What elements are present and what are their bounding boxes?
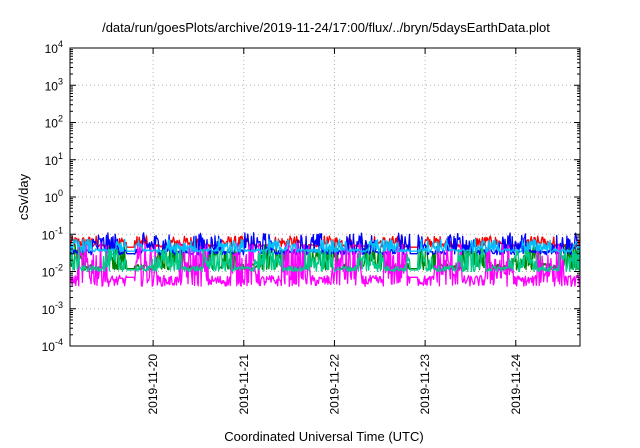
y-tick-label: 10-3 [42,300,63,317]
y-tick-label: 10-2 [42,263,63,280]
series-group [69,232,581,287]
y-tick-label: 10-4 [42,337,63,354]
x-tick-label: 2019-11-21 [237,354,251,415]
y-axis-ticks: 104 103 102 101 100 10-1 10-2 10-3 10-4 [42,39,580,354]
y-tick-label: 102 [45,114,63,131]
x-tick-label: 2019-11-23 [418,354,432,415]
series-line [69,241,581,287]
x-tick-label: 2019-11-22 [327,354,341,415]
series-line [69,248,581,273]
grid [70,48,580,346]
y-axis-label: cSv/day [16,173,31,220]
y-tick-label: 103 [45,76,63,93]
series-line [69,238,581,253]
y-tick-label: 100 [45,188,63,205]
x-tick-label: 2019-11-24 [509,354,523,415]
y-tick-label: 104 [45,39,63,56]
y-tick-label: 10-1 [42,225,63,242]
chart-title: /data/run/goesPlots/archive/2019-11-24/1… [102,20,550,35]
x-axis-label: Coordinated Universal Time (UTC) [224,429,423,444]
y-tick-label: 101 [45,151,63,168]
x-axis-ticks: 2019-11-20 2019-11-21 2019-11-22 2019-11-23… [146,48,523,415]
x-tick-label: 2019-11-20 [146,354,160,415]
